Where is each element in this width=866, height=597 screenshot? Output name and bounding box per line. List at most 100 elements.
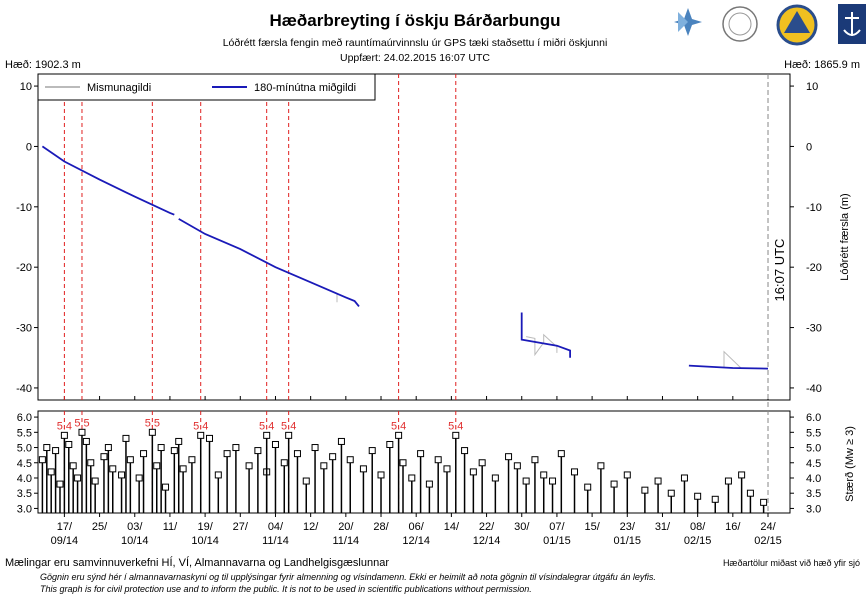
quake	[549, 477, 557, 485]
quake	[109, 465, 117, 473]
quake-y-tick-label-right: 5.0	[806, 443, 821, 455]
quake	[623, 471, 631, 479]
top-frame	[37, 73, 791, 401]
quake	[399, 459, 407, 467]
quake	[104, 444, 112, 452]
quake-y-tick-label: 5.0	[17, 443, 32, 455]
y-tick-label-right: -40	[806, 383, 822, 395]
quake	[434, 456, 442, 464]
quake-y-tick-label: 3.0	[17, 503, 32, 515]
quake	[346, 456, 354, 464]
event-label: 5.5	[145, 417, 160, 429]
quake	[478, 459, 486, 467]
quake	[302, 477, 310, 485]
quake	[641, 486, 649, 494]
x-tick-label: 23/01/15	[614, 521, 642, 547]
x-tick-label: 22/12/14	[473, 521, 501, 547]
x-tick-label: 16/	[725, 521, 741, 533]
event-quake	[78, 428, 86, 436]
quake-y-tick-label-right: 5.5	[806, 427, 821, 439]
quake	[43, 444, 51, 452]
quake	[522, 477, 530, 485]
x-tick-label: 06/12/14	[402, 521, 430, 547]
quake	[738, 471, 746, 479]
x-tick-label: 30/	[514, 521, 530, 533]
quake	[557, 450, 565, 458]
quake	[135, 474, 143, 482]
quake	[118, 471, 126, 479]
quake	[337, 437, 345, 445]
quake	[232, 444, 240, 452]
x-tick-label: 20/11/14	[332, 521, 359, 547]
x-tick-label: 12/	[303, 521, 319, 533]
quake	[711, 495, 719, 503]
legend-label: 180-mínútna miðgildi	[254, 82, 356, 94]
quake	[329, 453, 337, 461]
y-tick-label-right: -20	[806, 262, 822, 274]
quake	[153, 462, 161, 470]
y-tick-label: -30	[16, 323, 32, 335]
quake	[254, 447, 262, 455]
event-label: 5.4	[281, 420, 296, 432]
x-tick-label: 07/01/15	[543, 521, 571, 547]
quake	[38, 456, 46, 464]
quake	[359, 465, 367, 473]
quake	[82, 437, 90, 445]
quake	[571, 468, 579, 476]
y-tick-label-right: 0	[806, 141, 812, 153]
quake-y-tick-label-right: 3.5	[806, 488, 821, 500]
quake-y-tick-label: 4.5	[17, 458, 32, 470]
x-tick-label: 25/	[92, 521, 108, 533]
quake	[162, 483, 170, 491]
quake	[179, 465, 187, 473]
quake-y-tick-label: 5.5	[17, 427, 32, 439]
quake	[760, 498, 768, 506]
quake	[214, 471, 222, 479]
footer-left: Mælingar eru samvinnuverkefni HÍ, VÍ, Al…	[5, 556, 389, 569]
quake-y-tick-label-right: 4.5	[806, 458, 821, 470]
quake	[386, 440, 394, 448]
event-label: 5.4	[259, 420, 274, 432]
event-quake	[60, 431, 68, 439]
quake	[100, 453, 108, 461]
quake	[531, 456, 539, 464]
event-label: 5.4	[448, 420, 463, 432]
event-label: 5.5	[74, 417, 89, 429]
x-tick-label: 14/	[444, 521, 460, 533]
height-left: Hæð: 1902.3 m	[5, 59, 81, 71]
quake-y-tick-label-right: 6.0	[806, 412, 821, 424]
event-quake	[148, 428, 156, 436]
quake	[245, 462, 253, 470]
y-tick-label: 0	[26, 141, 32, 153]
note-is: Gögnin eru sýnd hér í almannavarnaskyni …	[40, 572, 656, 582]
quake	[377, 471, 385, 479]
event-quake	[285, 431, 293, 439]
quake	[188, 456, 196, 464]
y-tick-label-right: -10	[806, 202, 822, 214]
quake	[157, 444, 165, 452]
quake	[65, 440, 73, 448]
quake	[694, 492, 702, 500]
y-tick-label: -20	[16, 262, 32, 274]
y-tick-label: -10	[16, 202, 32, 214]
quake	[408, 474, 416, 482]
quake	[425, 480, 433, 488]
quake	[368, 447, 376, 455]
quake	[654, 477, 662, 485]
quake	[91, 477, 99, 485]
quake	[461, 447, 469, 455]
quake	[513, 462, 521, 470]
quake	[417, 450, 425, 458]
quake	[126, 456, 134, 464]
quake-y-tick-label: 4.0	[17, 473, 32, 485]
x-tick-label: 15/	[584, 521, 600, 533]
quake	[280, 459, 288, 467]
quake	[597, 462, 605, 470]
quake	[206, 434, 214, 442]
quake	[52, 447, 60, 455]
y-tick-label-right: -30	[806, 323, 822, 335]
quake	[505, 453, 513, 461]
legend-box	[37, 73, 376, 101]
quake	[170, 447, 178, 455]
